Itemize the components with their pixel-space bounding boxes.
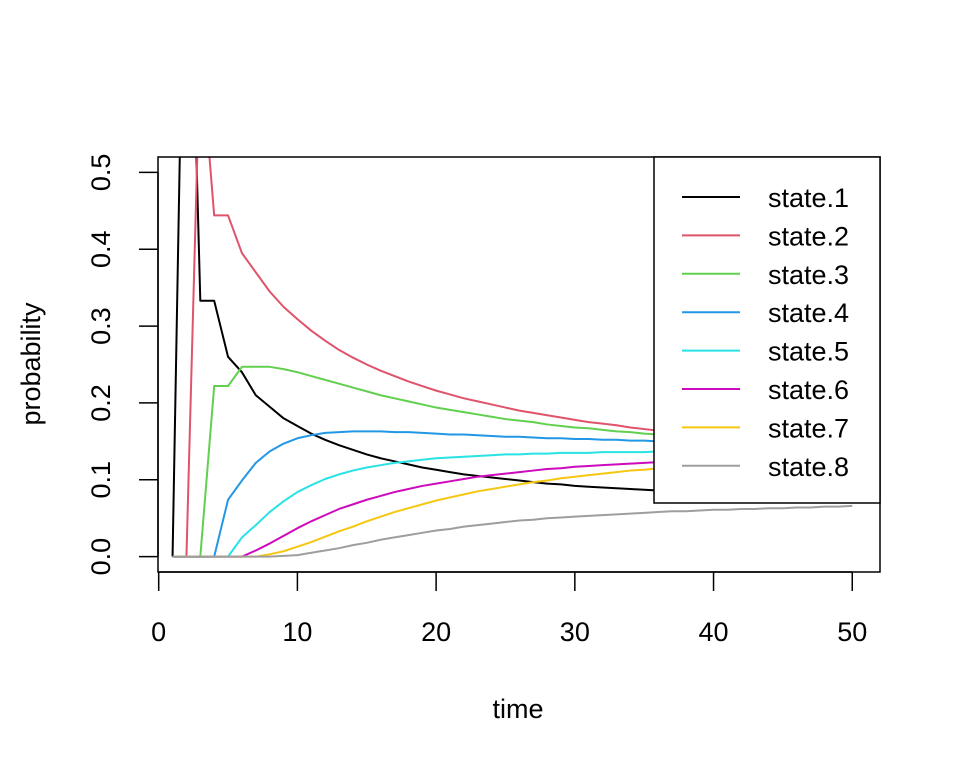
y-tick-label: 0.5 (86, 154, 116, 192)
x-tick-label: 30 (560, 617, 590, 647)
x-axis: 0 10 20 30 40 50 (151, 571, 867, 647)
legend-label: state.8 (768, 452, 849, 482)
legend-label: state.1 (768, 183, 849, 213)
x-tick-label: 20 (421, 617, 451, 647)
y-tick-label: 0.1 (86, 461, 116, 499)
series-line-8 (172, 504, 853, 558)
y-axis-title: probability (16, 302, 46, 426)
y-tick-label: 0.4 (86, 230, 116, 268)
legend-label: state.2 (768, 221, 849, 251)
x-tick-label: 50 (837, 617, 867, 647)
legend-label: state.5 (768, 337, 849, 367)
legend-label: state.7 (768, 413, 849, 443)
legend-label: state.6 (768, 375, 849, 405)
x-tick-label: 40 (699, 617, 729, 647)
legend-box (653, 156, 881, 504)
legend-label: state.3 (768, 260, 849, 290)
x-tick-label: 0 (151, 617, 166, 647)
legend: state.1 state.2 state.3 state.4 state.5 state… (653, 156, 881, 504)
legend-label: state.4 (768, 298, 849, 328)
y-axis: 0.0 0.1 0.2 0.3 0.4 0.5 (86, 154, 159, 576)
x-axis-title: time (492, 694, 543, 724)
y-tick-label: 0.0 (86, 538, 116, 576)
x-tick-label: 10 (282, 617, 312, 647)
y-tick-label: 0.2 (86, 384, 116, 422)
y-tick-label: 0.3 (86, 307, 116, 345)
